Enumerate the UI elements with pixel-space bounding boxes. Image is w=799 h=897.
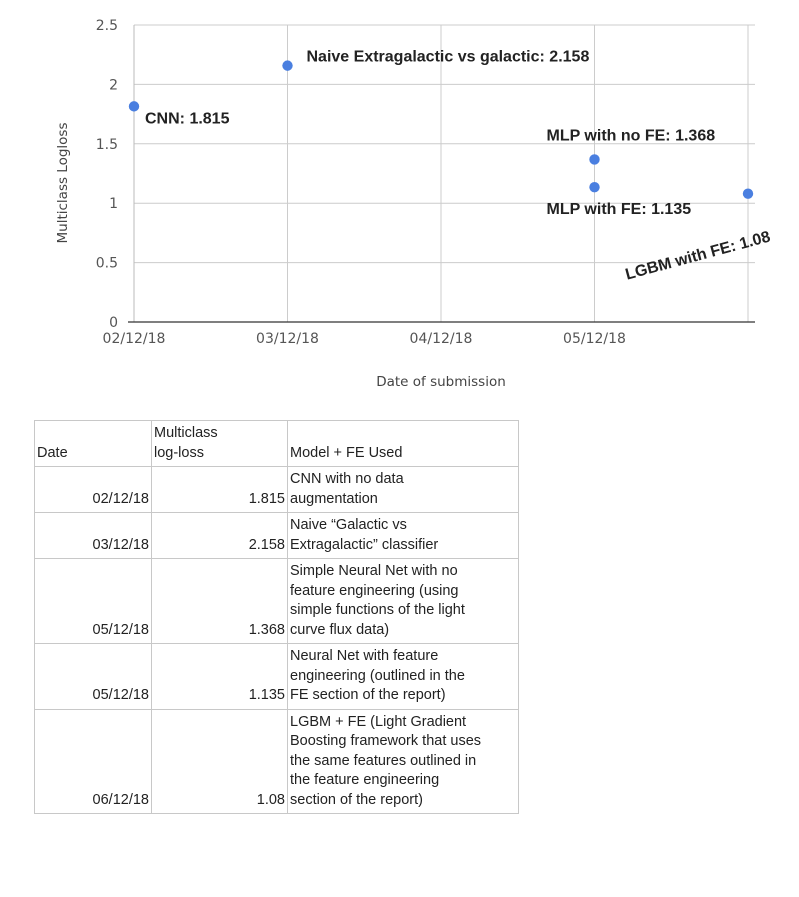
header-logloss-line1: Multiclass [154, 425, 218, 441]
point-label: LGBM with FE: 1.08 [624, 228, 773, 283]
y-tick-label: 2 [109, 77, 118, 93]
data-point [589, 181, 600, 193]
scatter-chart: 0 0.5 1 1.5 2 2.5 02/12/18 03/12/18 04/12/18 05/… [55, 18, 772, 390]
data-point [589, 154, 600, 165]
cell-model-line: the same features outlined in [290, 752, 477, 769]
table-row: 03/12/18 2.158 Naive “Galactic vs Extragala… [34, 512, 519, 559]
cell-logloss: 2.158 [151, 512, 288, 559]
y-axis-title: Multiclass Logloss [55, 123, 71, 244]
cell-model-line: curve flux data) [290, 621, 390, 638]
table-row: 05/12/18 1.135 Neural Net with feature engi… [34, 643, 519, 710]
x-axis-title: Date of submission [376, 374, 506, 390]
results-table: Date Multiclass log-loss Model + FE Used … [34, 420, 519, 814]
cell-date: 03/12/18 [34, 512, 152, 559]
cell-model: Simple Neural Net with no feature enginee… [287, 558, 519, 644]
x-tick-label: 05/12/18 [563, 331, 626, 347]
cell-model-line: simple functions of the light [290, 602, 465, 618]
cell-model-line: CNN with no data [290, 471, 404, 487]
cell-model-line: Extragalactic” classifier [290, 536, 439, 553]
point-label: MLP with no FE: 1.368 [547, 127, 716, 144]
cell-logloss: 1.815 [151, 466, 288, 513]
x-tick-label: 02/12/18 [103, 331, 166, 347]
cell-model-line: Simple Neural Net with no [290, 563, 458, 579]
point-labels: CNN: 1.815 Naive Extragalactic vs galacti… [145, 49, 772, 284]
cell-model-line: FE section of the report) [290, 687, 446, 703]
cell-model: CNN with no data augmentation [287, 466, 519, 513]
header-logloss-line2: log-loss [154, 444, 204, 461]
table-row: 02/12/18 1.815 CNN with no data augmentatio… [34, 466, 519, 513]
point-label: MLP with FE: 1.135 [547, 201, 692, 218]
y-tick-label: 1.5 [96, 137, 118, 153]
x-tick-label: 03/12/18 [256, 331, 319, 347]
chart-axes [128, 25, 755, 323]
data-point [282, 60, 293, 71]
data-point [742, 188, 754, 199]
cell-model: Naive “Galactic vs Extragalactic” classif… [287, 512, 519, 559]
x-tick-label: 04/12/18 [410, 331, 473, 347]
header-date: Date [34, 420, 152, 467]
chart-gridlines [134, 24, 755, 322]
cell-date: 02/12/18 [34, 466, 152, 513]
cell-model-line: Naive “Galactic vs [290, 517, 407, 533]
data-point [128, 101, 140, 112]
cell-logloss: 1.135 [151, 643, 288, 710]
x-axis-ticks: 02/12/18 03/12/18 04/12/18 05/12/18 [103, 331, 626, 347]
table-row: 05/12/18 1.368 Simple Neural Net with no fe… [34, 558, 519, 644]
data-points [128, 60, 754, 199]
cell-model-line: LGBM + FE (Light Gradient [290, 713, 467, 730]
cell-date: 05/12/18 [34, 643, 152, 710]
y-tick-label: 2.5 [96, 18, 118, 34]
cell-model-line: section of the report) [290, 791, 423, 808]
cell-logloss: 1.08 [151, 708, 288, 814]
table-header-row: Date Multiclass log-loss Model + FE Used [34, 420, 519, 467]
cell-model-line: Boosting framework that uses [290, 733, 482, 749]
point-label: CNN: 1.815 [145, 110, 230, 127]
table-row: 06/12/18 1.08 LGBM + FE (Light Gradient Boo… [34, 708, 519, 814]
header-model: Model + FE Used [287, 420, 519, 467]
cell-model-line: Neural Net with feature [290, 648, 439, 664]
point-label: Naive Extragalactic vs galactic: 2.158 [307, 49, 590, 66]
cell-date: 06/12/18 [34, 708, 152, 814]
cell-model-line: the feature engineering [290, 772, 440, 788]
y-tick-label: 1 [109, 196, 118, 212]
cell-model-line: augmentation [290, 490, 378, 507]
y-tick-label: 0 [109, 315, 118, 331]
header-logloss: Multiclass log-loss [151, 420, 288, 467]
cell-model: Neural Net with feature engineering (outl… [287, 643, 519, 710]
cell-logloss: 1.368 [151, 558, 288, 644]
cell-date: 05/12/18 [34, 558, 152, 644]
cell-model-line: engineering (outlined in the [290, 667, 465, 684]
cell-model: LGBM + FE (Light Gradient Boosting framew… [287, 708, 519, 814]
cell-model-line: feature engineering (using [290, 582, 459, 599]
y-axis-ticks: 0 0.5 1 1.5 2 2.5 [96, 18, 118, 331]
y-tick-label: 0.5 [96, 256, 118, 272]
